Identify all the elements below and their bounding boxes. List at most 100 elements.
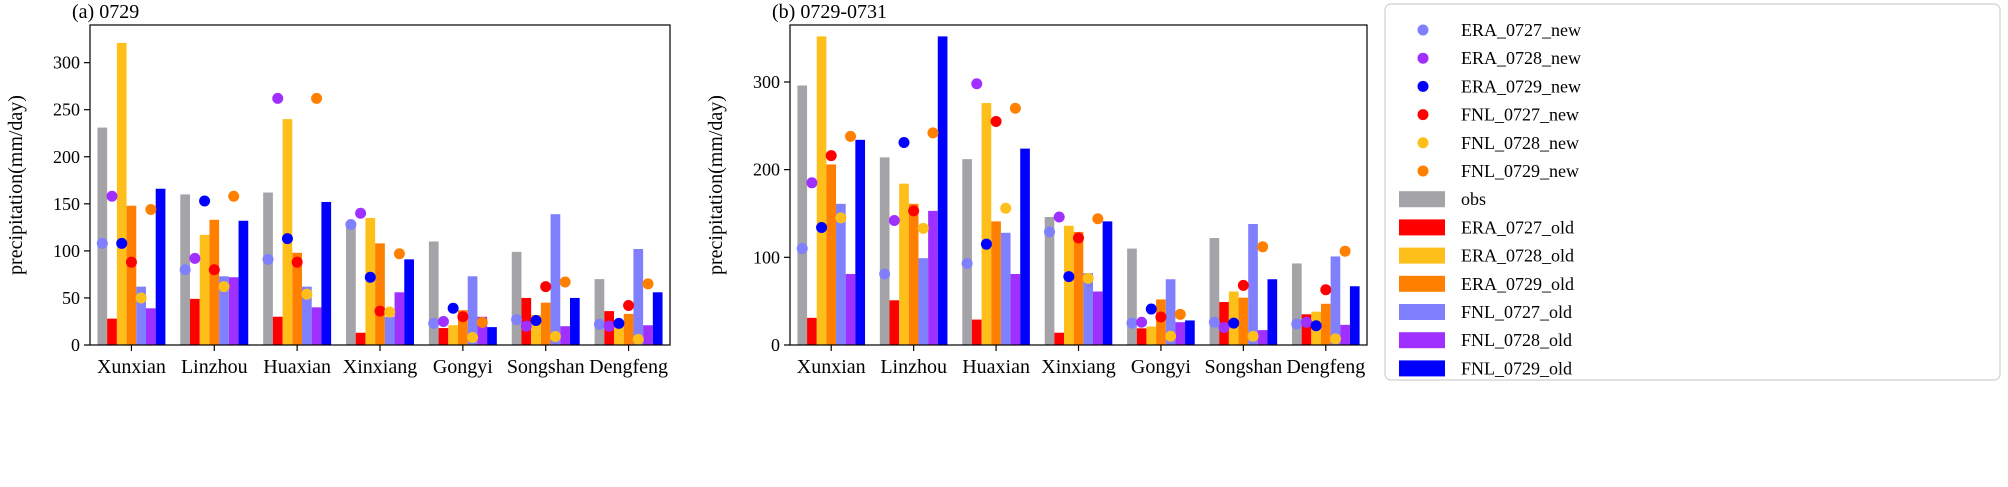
chart-a-bar-fnl-0729-old-xunxian [155, 188, 166, 345]
chart-b-point-era-0729-new-gongyi [1145, 303, 1157, 315]
chart-b-bar-fnl-0729-old-dengfeng [1349, 286, 1360, 345]
chart-a-point-fnl-0729-new-xunxian [145, 203, 157, 215]
chart-b-bar-fnl-0729-old-gongyi [1185, 320, 1195, 345]
chart-b-bar-era-0727-old-xunxian [807, 317, 817, 345]
chart-a-xtick-label: Dengfeng [589, 356, 668, 378]
chart-b-point-era-0728-new-huaxian [971, 78, 983, 90]
chart-b-bar-era-0727-old-linzhou [889, 300, 900, 345]
legend-box [1384, 3, 2001, 381]
chart-a-point-fnl-0728-new-linzhou [218, 281, 230, 293]
chart-a-bar-era-0727-old-linzhou [190, 298, 200, 345]
chart-a-bar-era-0728-old-linzhou [199, 234, 210, 345]
chart-a-point-era-0727-new-xunxian [96, 237, 108, 249]
chart-b-point-fnl-0728-new-xunxian [835, 212, 847, 224]
chart-a-ytick-label: 0 [71, 335, 80, 355]
chart-a-point-era-0727-new-gongyi [428, 317, 440, 329]
chart-b-bar-era-0729-old-dengfeng [1320, 303, 1331, 345]
chart-b-bar-era-0729-old-xunxian [826, 164, 837, 345]
chart-b-bar-obs-songshan [1209, 238, 1220, 345]
chart-a-xtick-label: Xunxian [97, 356, 166, 378]
chart-b-bar-fnl-0728-old-linzhou [928, 210, 938, 345]
legend: ERA_0727_new ERA_0728_new ERA_0729_new FNL_… [1384, 3, 2001, 381]
chart-a-ytick-label: 300 [53, 53, 80, 73]
chart-a-point-fnl-0728-new-gongyi [467, 331, 479, 343]
chart-b-point-fnl-0727-new-gongyi [1155, 311, 1167, 323]
chart-a-point-fnl-0729-new-songshan [559, 276, 571, 288]
chart-a-point-era-0728-new-songshan [520, 320, 532, 332]
chart-b-point-era-0729-new-xunxian [816, 222, 828, 234]
legend-label-fnl-0729-old: FNL_0729_old [1461, 358, 1572, 378]
chart-a-point-era-0727-new-huaxian [262, 253, 274, 265]
chart-a-point-era-0729-new-xunxian [116, 237, 128, 249]
chart-b-bar-era-0728-old-linzhou [899, 183, 909, 345]
chart-b-point-era-0729-new-huaxian [980, 238, 992, 250]
chart-a-bar-fnl-0727-old-huaxian [302, 286, 312, 345]
chart-a-ytick-label: 100 [53, 241, 80, 261]
chart-a-bar-fnl-0728-old-dengfeng [643, 325, 653, 345]
legend-label-era-0729-old: ERA_0729_old [1461, 274, 1574, 294]
chart-a-bar-fnl-0727-old-linzhou [219, 276, 229, 345]
chart-a-bar-fnl-0727-old-xinxiang [384, 316, 395, 345]
chart-b-bar-fnl-0729-old-linzhou [937, 36, 948, 346]
chart-b-bar-obs-linzhou [879, 157, 890, 345]
chart-b-bar-era-0729-old-huaxian [991, 221, 1001, 345]
chart-a-point-fnl-0728-new-xunxian [135, 292, 147, 304]
chart-b-bar-obs-xinxiang [1044, 217, 1055, 345]
chart-a-point-era-0728-new-xunxian [106, 190, 118, 202]
chart-b-point-fnl-0728-new-linzhou [917, 222, 929, 234]
chart-a-point-fnl-0727-new-huaxian [291, 256, 303, 268]
chart-a-ylabel: precipitation(mm/day) [5, 95, 27, 275]
chart-b-bar-era-0728-old-huaxian [981, 103, 992, 345]
chart-a-point-fnl-0728-new-songshan [549, 331, 561, 343]
chart-a-point-era-0729-new-huaxian [281, 233, 293, 245]
chart-a-bar-fnl-0729-old-gongyi [487, 327, 497, 345]
chart-b-point-era-0729-new-linzhou [898, 136, 910, 148]
legend-swatch-fnl-0729-old [1399, 360, 1445, 377]
chart-a-bar-era-0728-old-songshan [531, 314, 541, 345]
chart-b-ytick-label: 200 [753, 160, 780, 180]
chart-a-point-fnl-0727-new-dengfeng [623, 299, 635, 311]
chart-a-bar-era-0729-old-linzhou [209, 219, 220, 345]
chart-a-bar-era-0727-old-gongyi [438, 328, 449, 345]
chart-b-point-era-0727-new-xunxian [796, 243, 808, 255]
chart-b-bar-era-0728-old-gongyi [1146, 326, 1157, 345]
chart-b-bar-fnl-0729-old-huaxian [1020, 148, 1030, 345]
chart-b-point-fnl-0728-new-huaxian [1000, 202, 1012, 214]
chart-b-point-era-0727-new-dengfeng [1291, 318, 1303, 330]
chart-a-point-era-0728-new-xinxiang [355, 207, 367, 219]
chart-b-xtick-label: Xunxian [797, 356, 866, 378]
legend-marker-era-0727-new [1417, 24, 1429, 36]
chart-b-bar-fnl-0729-old-xunxian [855, 139, 866, 345]
chart-a-xtick-label: Linzhou [181, 356, 248, 378]
legend-label-fnl-0728-old: FNL_0728_old [1461, 330, 1572, 350]
chart-b-bar-era-0727-old-xinxiang [1054, 332, 1065, 345]
chart-a-bar-era-0729-old-huaxian [292, 252, 302, 345]
chart-a-point-fnl-0728-new-huaxian [301, 288, 313, 300]
chart-a-bar-fnl-0729-old-songshan [569, 297, 580, 345]
chart-a-bar-fnl-0729-old-xinxiang [404, 259, 414, 345]
chart-b-point-era-0727-new-linzhou [879, 268, 891, 280]
chart-b-point-era-0729-new-songshan [1228, 317, 1240, 329]
chart-a-bar-era-0728-old-dengfeng [614, 324, 624, 345]
chart-b-ytick-label: 100 [753, 247, 780, 267]
chart-a-ytick-label: 150 [53, 194, 80, 214]
chart-a-point-fnl-0729-new-dengfeng [642, 278, 654, 290]
chart-a-ytick-label: 50 [62, 288, 80, 308]
chart-b-point-era-0727-new-huaxian [961, 257, 973, 269]
chart-a-bar-era-0727-old-xinxiang [355, 332, 366, 345]
chart-a-bar-era-0729-old-xunxian [126, 205, 137, 345]
chart-b-bar-fnl-0728-old-xinxiang [1092, 291, 1103, 345]
chart-a-point-era-0728-new-dengfeng [603, 320, 615, 332]
chart-a-xtick-label: Huaxian [263, 356, 331, 378]
legend-swatch-era-0728-old [1399, 247, 1445, 264]
chart-b-point-fnl-0727-new-xinxiang [1073, 232, 1084, 244]
chart-b-bar-era-0729-old-songshan [1238, 297, 1249, 345]
chart-b-bar-era-0728-old-xunxian [816, 36, 827, 346]
chart-b-bar-fnl-0728-old-gongyi [1175, 322, 1186, 345]
chart-a-bar-fnl-0728-old-xunxian [145, 308, 156, 345]
chart-b-point-fnl-0729-new-xunxian [845, 130, 857, 142]
chart-b-bar-fnl-0727-old-dengfeng [1330, 256, 1341, 345]
chart-b-bar-fnl-0727-old-gongyi [1165, 279, 1176, 345]
chart-b-xtick-label: Xinxiang [1041, 356, 1115, 378]
